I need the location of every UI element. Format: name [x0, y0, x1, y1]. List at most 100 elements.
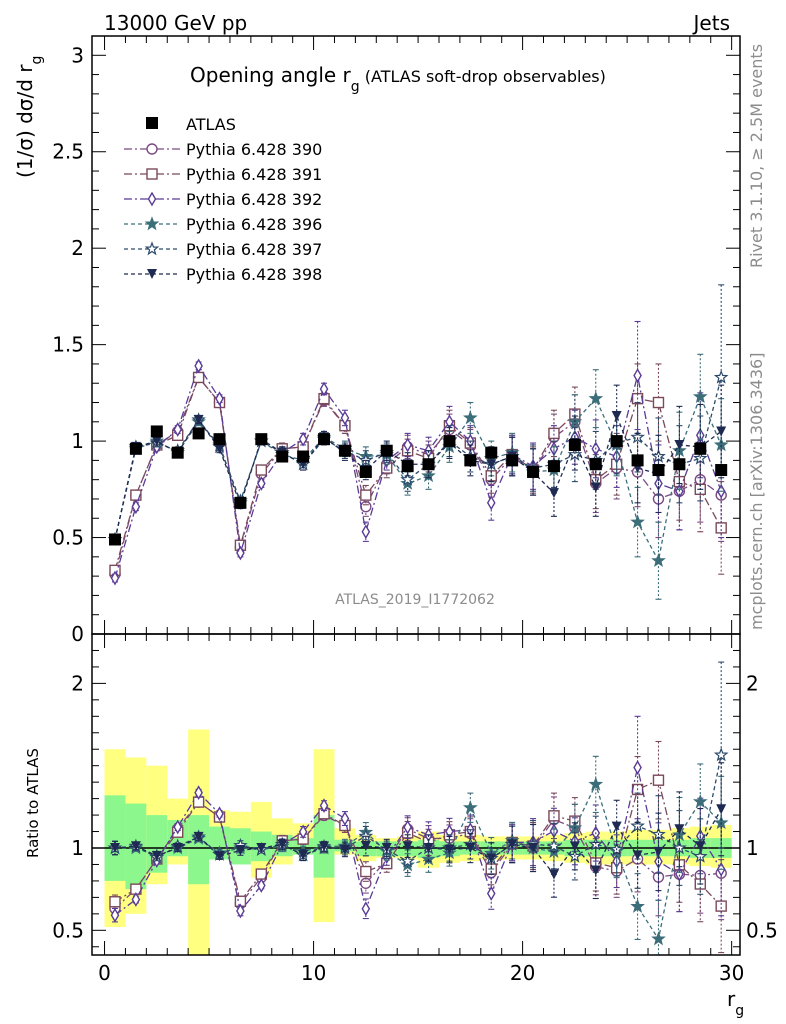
marker [298, 824, 308, 840]
marker [400, 471, 415, 486]
marker [651, 552, 666, 568]
marker [194, 358, 203, 374]
marker [444, 844, 455, 855]
marker [715, 522, 727, 534]
marker [716, 426, 727, 437]
marker [590, 865, 601, 876]
marker [130, 841, 141, 852]
marker [172, 843, 183, 853]
marker [277, 839, 288, 850]
x-tick-label: 10 [301, 961, 326, 985]
marker [340, 811, 350, 826]
y-tick-label: 2 [71, 236, 84, 260]
marker [548, 488, 559, 499]
x-tick-label: 30 [719, 961, 744, 985]
series-line [114, 414, 722, 540]
y-tick-label: 3 [71, 43, 84, 67]
ratio-y-tick-label: 0.5 [52, 918, 84, 942]
marker [506, 454, 519, 467]
marker [485, 446, 498, 459]
legend-label: Pythia 6.428 391 [186, 165, 322, 184]
y-axis-label: (1/σ) dσ/d rg [13, 56, 45, 178]
legend-entry-2: Pythia 6.428 391 [124, 165, 322, 184]
marker [462, 800, 478, 814]
marker [236, 545, 245, 561]
marker [715, 900, 727, 912]
marker [234, 496, 247, 509]
marker [611, 821, 622, 832]
marker [713, 369, 729, 384]
marker [633, 760, 642, 775]
marker [173, 819, 183, 835]
marker [144, 216, 160, 231]
y-tick-label: 0 [71, 622, 84, 646]
marker [339, 844, 350, 855]
marker [131, 499, 141, 515]
marker [235, 845, 246, 856]
marker [486, 459, 497, 470]
marker [674, 824, 685, 835]
marker [215, 806, 224, 822]
marker [403, 437, 412, 453]
marker [632, 850, 643, 861]
marker [358, 452, 374, 467]
legend-label: Pythia 6.428 397 [186, 240, 322, 259]
marker [528, 843, 539, 853]
marker [257, 476, 266, 491]
marker [360, 877, 372, 889]
legend-label: Pythia 6.428 392 [186, 190, 322, 209]
legend-label: Pythia 6.428 398 [186, 265, 322, 284]
ratio-frame [91, 633, 741, 956]
analysis-id-label: ATLAS_2019_I1772062 [335, 592, 495, 608]
marker [547, 460, 560, 473]
marker [630, 514, 645, 529]
plot-title: Opening angle rg (ATLAS soft-drop observ… [190, 63, 606, 95]
ratio-series-line [114, 767, 722, 916]
marker [611, 411, 622, 422]
marker [171, 446, 184, 459]
marker [193, 831, 204, 842]
marker [486, 495, 496, 511]
marker [403, 819, 412, 835]
main-series-group [107, 284, 729, 600]
data-series [108, 425, 728, 546]
legend: ATLAS Pythia 6.428 390 Pythia 6.428 391 Pyt… [124, 115, 322, 284]
marker [422, 458, 435, 471]
marker [358, 828, 374, 843]
marker [421, 851, 436, 866]
ratio-band-inner [188, 815, 210, 885]
marker [109, 896, 121, 908]
marker [360, 841, 371, 852]
marker [359, 465, 372, 478]
marker [318, 433, 331, 446]
marker [215, 391, 224, 407]
ratio-y-tick-label-right: 1 [746, 836, 759, 860]
series-line [114, 376, 722, 575]
series-3 [110, 320, 726, 586]
x-tick-label: 0 [98, 961, 111, 985]
marker [194, 785, 203, 800]
marker [319, 841, 330, 852]
ratio-series-6 [109, 762, 727, 900]
marker [694, 442, 707, 455]
legend-entry-6: Pythia 6.428 398 [124, 265, 322, 284]
ratio-y-tick-label: 1 [71, 836, 84, 860]
marker [527, 465, 540, 478]
marker [297, 450, 310, 463]
process-label: 13000 GeV pp [104, 11, 247, 35]
marker [213, 433, 226, 446]
marker [569, 841, 580, 852]
marker [588, 390, 604, 405]
legend-entry-3: Pythia 6.428 392 [124, 190, 322, 209]
marker [713, 747, 729, 762]
marker [298, 850, 309, 861]
marker [257, 878, 266, 893]
marker [193, 414, 204, 425]
marker [151, 850, 162, 861]
series-4 [107, 353, 729, 600]
marker [692, 793, 708, 809]
y-tick-label: 0.5 [52, 526, 84, 550]
marker [401, 460, 414, 473]
marker [507, 839, 518, 850]
